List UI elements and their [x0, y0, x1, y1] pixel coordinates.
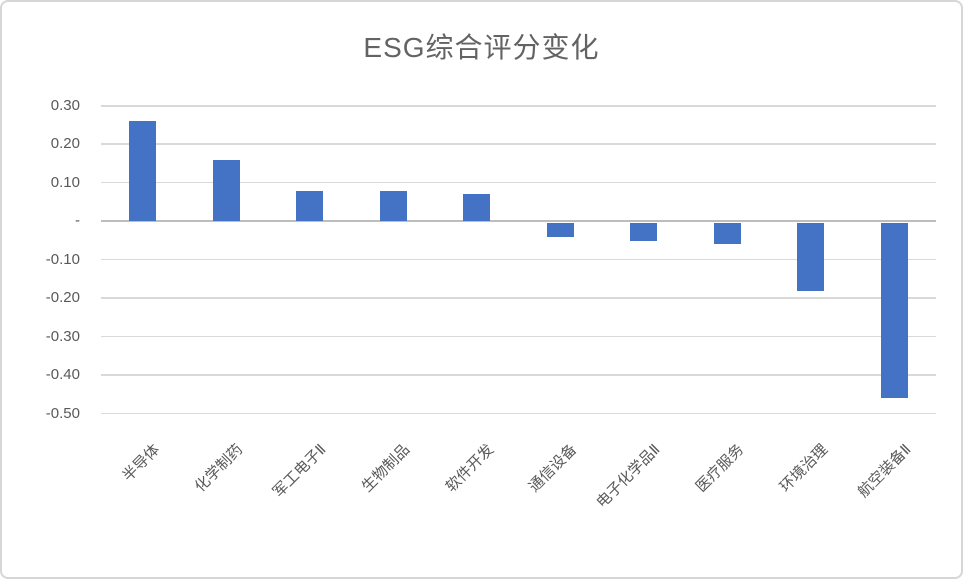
gridline: [101, 258, 936, 261]
y-tick-label: -0.30: [45, 327, 80, 345]
gridline: [101, 374, 936, 376]
x-category-label: 医疗服务: [692, 441, 748, 496]
bar: [463, 194, 491, 222]
chart-title: ESG综合评分变化: [363, 32, 600, 63]
y-tick-label: -: [75, 212, 80, 230]
gridline: [101, 143, 936, 145]
bar: [379, 190, 407, 222]
y-tick-label: 0.10: [50, 173, 80, 191]
y-tick-label: -0.10: [45, 250, 80, 268]
bar: [212, 159, 240, 222]
bar: [797, 223, 825, 291]
x-category-label: 半导体: [119, 441, 163, 485]
y-tick-label: -0.50: [45, 404, 80, 422]
y-tick-label: -0.20: [45, 289, 80, 307]
gridline: [101, 412, 936, 414]
x-category-label: 军工电子Ⅱ: [270, 441, 330, 501]
bar: [630, 223, 658, 241]
gridline: [101, 181, 936, 184]
x-category-label: 软件开发: [442, 441, 497, 496]
bar: [546, 223, 574, 237]
x-category-label: 航空装备Ⅱ: [854, 441, 915, 501]
y-tick-label: 0.30: [50, 97, 80, 114]
x-category-label: 化学制药: [191, 441, 247, 496]
y-tick-label: 0.20: [50, 135, 80, 153]
gridline: [101, 297, 936, 299]
gridline: [101, 335, 936, 338]
x-category-label: 生物制品: [358, 441, 414, 496]
x-category-label: 通信设备: [525, 441, 581, 496]
gridline: [101, 105, 936, 107]
zero-axis-line: [101, 220, 936, 223]
bar: [713, 223, 741, 245]
x-category-label: 电子化学品Ⅱ: [593, 441, 664, 512]
bar: [129, 121, 157, 222]
y-tick-label: -0.40: [45, 366, 80, 384]
bar: [296, 190, 324, 222]
bar: [880, 223, 908, 399]
x-category-label: 环境治理: [776, 441, 831, 496]
